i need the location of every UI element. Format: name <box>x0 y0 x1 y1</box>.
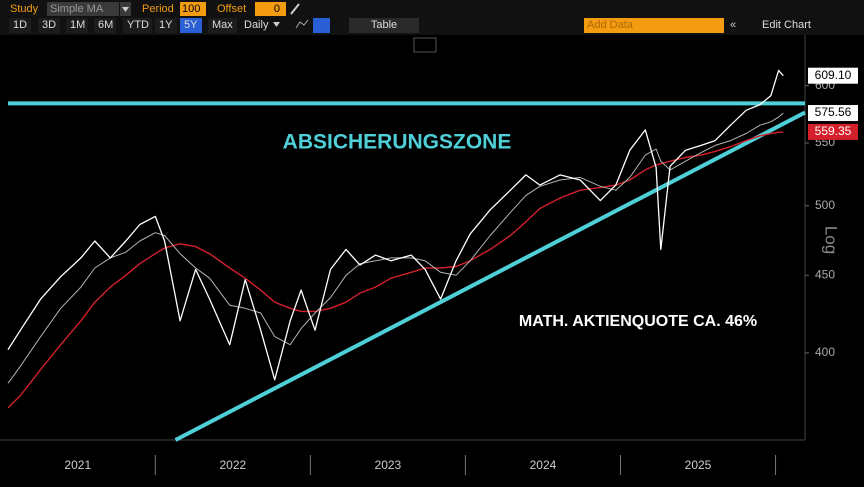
pencil-icon[interactable] <box>290 3 300 15</box>
study-value[interactable]: Simple MA <box>50 3 104 15</box>
y-tick-label: 400 <box>815 345 835 359</box>
series-line <box>7 112 784 384</box>
add-data[interactable]: Add Data <box>587 19 634 31</box>
scale-label: Log <box>822 226 841 254</box>
reference-line <box>174 110 806 442</box>
table-button[interactable] <box>349 18 419 33</box>
table-label[interactable]: Table <box>371 19 397 31</box>
study-label: Study <box>10 3 39 15</box>
range-button[interactable] <box>208 18 237 33</box>
end-label-box <box>808 67 858 84</box>
end-label: 575.56 <box>815 105 852 119</box>
bar-icon[interactable] <box>313 18 330 33</box>
range-button[interactable] <box>123 18 152 33</box>
range-button[interactable] <box>155 18 177 33</box>
period-input[interactable] <box>180 2 206 16</box>
offset-input[interactable] <box>255 2 286 16</box>
offset-value[interactable]: 0 <box>274 3 280 15</box>
range-label[interactable]: Max <box>212 19 233 31</box>
y-tick-label: 500 <box>815 198 835 212</box>
end-label-box <box>808 123 858 140</box>
range-label[interactable]: 5Y <box>184 19 198 31</box>
x-tick-label: 2023 <box>375 458 402 472</box>
end-label-box <box>808 105 858 122</box>
period-label: Period <box>142 3 174 15</box>
collapse-icon[interactable]: « <box>730 19 736 31</box>
y-tick-label: 450 <box>815 267 835 281</box>
end-label: 609.10 <box>815 68 852 82</box>
range-button[interactable] <box>9 18 31 33</box>
x-tick-label: 2021 <box>64 458 91 472</box>
series-line <box>7 69 784 381</box>
x-tick-label: 2022 <box>219 458 246 472</box>
frequency[interactable]: Daily <box>244 19 269 31</box>
line-icon[interactable] <box>295 19 309 29</box>
chart-icon[interactable] <box>413 37 437 53</box>
dropdown-arrow <box>273 22 280 27</box>
range-label[interactable]: 1Y <box>159 19 173 31</box>
study-input[interactable] <box>47 2 119 16</box>
dropdown-arrow <box>122 7 129 12</box>
x-tick-label: 2024 <box>530 458 557 472</box>
annotation: MATH. AKTIENQUOTE CA. 46% <box>519 313 757 330</box>
range-label[interactable]: 1D <box>13 19 27 31</box>
period-value[interactable]: 100 <box>182 3 200 15</box>
range-button[interactable] <box>94 18 116 33</box>
range-label[interactable]: 3D <box>42 19 56 31</box>
range-button[interactable] <box>66 18 88 33</box>
add-data-input[interactable] <box>584 18 724 33</box>
range-label[interactable]: 1M <box>70 19 85 31</box>
offset-label: Offset <box>217 3 246 15</box>
range-label[interactable]: YTD <box>127 19 149 31</box>
x-tick-label: 2025 <box>685 458 712 472</box>
annotation: ABSICHERUNGSZONE <box>283 131 512 154</box>
edit-chart[interactable]: Edit Chart <box>762 19 811 31</box>
end-label: 559.35 <box>815 124 852 138</box>
range-button[interactable] <box>180 18 202 33</box>
range-label[interactable]: 6M <box>98 19 113 31</box>
range-button[interactable] <box>38 18 60 33</box>
